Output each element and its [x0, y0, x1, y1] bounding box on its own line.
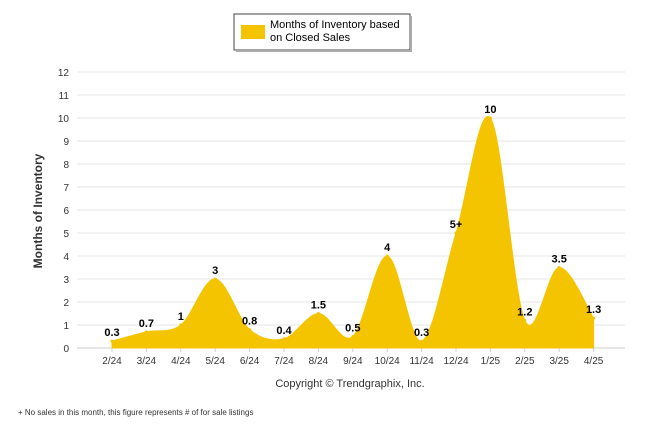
y-tick-label: 7 — [63, 183, 69, 194]
data-label: 1.2 — [517, 306, 532, 318]
data-label: 10 — [484, 104, 496, 116]
copyright-text: Copyright © Trendgraphix, Inc. — [275, 378, 424, 390]
y-tick-label: 1 — [63, 321, 69, 332]
x-tick-label: 4/24 — [171, 356, 191, 367]
x-tick-label: 9/24 — [343, 356, 363, 367]
data-label: 0.4 — [276, 325, 292, 337]
data-point — [420, 339, 424, 343]
data-point — [592, 316, 596, 320]
y-tick-label: 11 — [59, 91, 70, 102]
x-tick-label: 1/25 — [481, 356, 501, 367]
x-tick-label: 2/24 — [102, 356, 122, 367]
data-point — [213, 277, 217, 281]
x-tick-label: 5/24 — [205, 356, 225, 367]
x-tick-label: 7/24 — [274, 356, 294, 367]
x-axis-ticks: 2/24 3/24 4/24 5/24 6/24 7/24 8/24 9/24 10/24 11/… — [102, 348, 604, 367]
data-point — [523, 318, 527, 322]
data-label: 4 — [384, 242, 391, 254]
data-label: 0.3 — [104, 327, 119, 339]
grid-lines — [77, 71, 625, 349]
legend: Months of Inventory based on Closed Sale… — [233, 13, 412, 52]
data-label: 1 — [178, 311, 184, 323]
x-tick-label: 4/25 — [584, 356, 604, 367]
legend-shadow-right — [410, 16, 412, 52]
x-tick-label: 2/25 — [515, 356, 535, 367]
data-point — [316, 312, 320, 315]
legend-label-line2: on Closed Sales — [270, 32, 351, 44]
data-point — [488, 116, 492, 120]
data-point — [557, 266, 561, 269]
data-point — [179, 323, 183, 327]
x-tick-label: 8/24 — [309, 356, 329, 367]
y-tick-label: 10 — [58, 114, 70, 125]
x-tick-label: 6/24 — [240, 356, 260, 367]
data-label: 0.7 — [139, 318, 154, 330]
data-label: 5+ — [450, 219, 463, 231]
y-tick-label: 2 — [63, 298, 69, 309]
x-tick-label: 12/24 — [443, 356, 468, 367]
data-label: 1.5 — [311, 300, 326, 312]
x-tick-label: 3/24 — [137, 356, 157, 367]
x-tick-label: 11/24 — [409, 356, 434, 367]
data-label: 0.3 — [414, 327, 429, 339]
data-point — [282, 337, 286, 341]
legend-shadow-bottom — [236, 50, 412, 52]
footnote-text: + No sales in this month, this figure re… — [18, 408, 253, 417]
y-tick-label: 8 — [63, 160, 69, 171]
y-tick-label: 12 — [58, 68, 70, 79]
y-tick-label: 3 — [63, 275, 69, 286]
y-tick-label: 4 — [63, 252, 69, 263]
y-axis-label: Months of Inventory — [31, 153, 45, 268]
data-label: 1.3 — [586, 304, 601, 316]
x-tick-label: 3/25 — [549, 356, 569, 367]
data-point — [248, 328, 252, 332]
legend-swatch — [241, 25, 265, 39]
y-tick-label: 9 — [63, 137, 69, 148]
data-label: 0.5 — [345, 323, 360, 335]
data-label: 3 — [212, 265, 218, 277]
data-point — [110, 339, 114, 343]
data-label: 0.8 — [242, 316, 257, 328]
x-tick-label: 10/24 — [375, 356, 400, 367]
y-tick-label: 6 — [63, 206, 69, 217]
y-tick-label: 0 — [63, 344, 69, 355]
data-point — [144, 330, 148, 334]
y-tick-label: 5 — [63, 229, 69, 240]
legend-label-line1: Months of Inventory based — [270, 19, 400, 31]
data-point — [351, 335, 355, 338]
data-label: 3.5 — [552, 254, 567, 266]
data-labels: 0.3 0.7 1 3 0.8 0.4 1.5 0.5 4 0.3 5+ 10 1.2 3.5 1.3 — [104, 104, 601, 343]
data-point — [385, 254, 389, 258]
data-point — [454, 231, 458, 235]
